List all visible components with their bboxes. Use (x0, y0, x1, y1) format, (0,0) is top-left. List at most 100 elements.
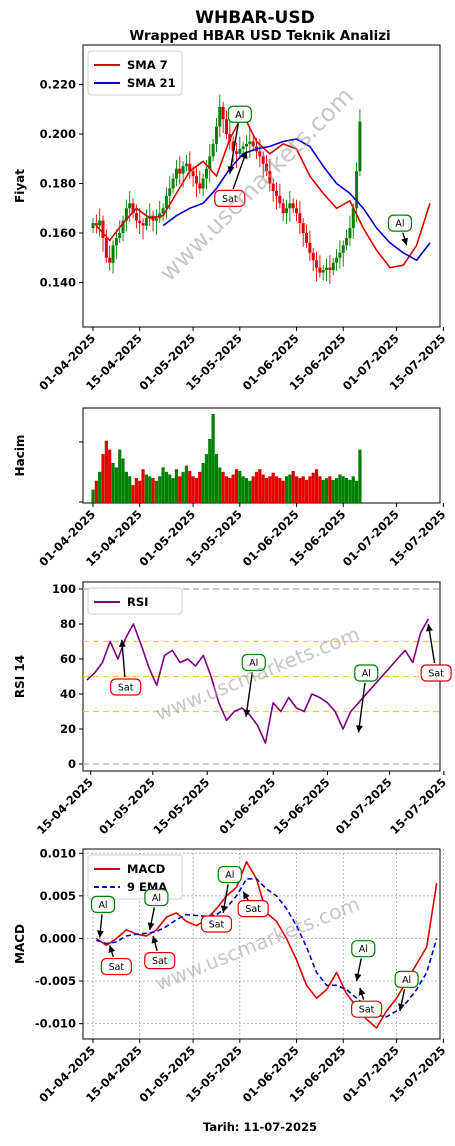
candle-body (288, 203, 291, 208)
volume-bar (302, 476, 305, 503)
y-axis-label: Hacim (13, 435, 27, 477)
volume-bar (98, 472, 101, 503)
volume-bar (141, 469, 144, 503)
x-tick-label: 15-06-2025 (271, 775, 333, 837)
y-axis-label: RSI 14 (13, 655, 27, 698)
volume-bar (258, 469, 261, 503)
candle-body (312, 253, 315, 260)
volume-bar (118, 450, 121, 503)
volume-bar (108, 450, 111, 503)
y-axis-label: Fiyat (13, 169, 27, 203)
candle-body (112, 245, 115, 262)
candle-body (225, 119, 228, 134)
volume-bar (215, 454, 218, 503)
volume-bar (265, 478, 268, 503)
x-tick-label: 01-07-2025 (333, 775, 395, 837)
volume-bar (322, 480, 325, 503)
volume-bar (175, 469, 178, 503)
buy-signal-label: Al (235, 110, 244, 121)
signal-arrow-head (355, 974, 362, 982)
sell-signal-label: Sat (428, 669, 444, 680)
candle-body (202, 179, 205, 189)
candle-body (295, 208, 298, 213)
volume-bar (185, 466, 188, 503)
candle-body (218, 107, 221, 127)
volume-bar (145, 475, 148, 503)
candle-body (185, 164, 188, 166)
candle-body (215, 127, 218, 144)
volume-bar (121, 459, 124, 504)
volume-bar (135, 478, 138, 503)
volume-bar (161, 467, 164, 503)
volume-bar (285, 476, 288, 503)
volume-bar (242, 476, 245, 503)
volume-bar (105, 441, 108, 503)
y-tick-label: 0.180 (40, 177, 76, 191)
volume-bar (278, 478, 281, 503)
watermark: www.uscmarkets.com (152, 622, 363, 726)
candle-body (95, 223, 98, 225)
buy-signal-label: Al (359, 944, 368, 955)
volume-bar (158, 476, 161, 503)
legend-entry: RSI (127, 595, 148, 609)
volume-bar (355, 481, 358, 503)
candle-body (105, 238, 108, 258)
y-tick-label: 0 (68, 757, 76, 771)
candle-body (318, 268, 321, 273)
volume-bar (218, 467, 221, 503)
y-tick-label: 0.220 (40, 78, 76, 92)
candle-body (205, 169, 208, 179)
volume-bar (128, 476, 131, 503)
y-tick-label: 20 (60, 722, 76, 736)
candle-body (142, 223, 145, 225)
volume-bar (245, 478, 248, 503)
y-tick-label: 0.010 (40, 846, 76, 860)
candle-body (98, 221, 101, 226)
candle-body (145, 218, 148, 225)
volume-bar (335, 478, 338, 503)
volume-bar (225, 476, 228, 503)
candle-body (348, 228, 351, 238)
volume-bar (212, 414, 215, 503)
y-tick-label: -0.005 (35, 974, 76, 988)
candle-body (302, 223, 305, 233)
candle-body (235, 151, 238, 153)
candle-body (245, 144, 248, 146)
y-tick-label: 80 (60, 617, 76, 631)
volume-bar (338, 475, 341, 503)
volume-bar (315, 469, 318, 503)
sell-signal-label: Sat (118, 683, 134, 694)
candle-body (222, 107, 225, 119)
volume-bar (198, 472, 201, 503)
sell-signal-label: Sat (152, 956, 168, 967)
volume-bar (125, 472, 128, 503)
candle-body (305, 233, 308, 243)
candle-body (332, 263, 335, 270)
volume-bar (232, 475, 235, 503)
y-tick-label: 0.160 (40, 226, 76, 240)
volume-bar (318, 476, 321, 503)
y-axis-label: MACD (13, 924, 27, 964)
volume-bar (188, 471, 191, 503)
candle-body (358, 122, 361, 171)
signal-arrow-head (221, 905, 228, 912)
candle-body (328, 268, 331, 270)
candle-body (308, 243, 311, 253)
y-tick-label: 0.005 (40, 889, 76, 903)
volume-bar (358, 450, 361, 503)
legend-entry: SMA 21 (127, 76, 176, 90)
candle-body (298, 213, 301, 223)
volume-bar (195, 478, 198, 503)
candle-body (335, 258, 338, 263)
volume-bar (238, 471, 241, 503)
candle-body (238, 149, 241, 154)
candle-body (292, 203, 295, 208)
volume-bar (101, 454, 104, 503)
candle-body (342, 245, 345, 252)
volume-bar (205, 454, 208, 503)
candle-body (252, 141, 255, 146)
buy-signal-label: Al (152, 893, 161, 904)
